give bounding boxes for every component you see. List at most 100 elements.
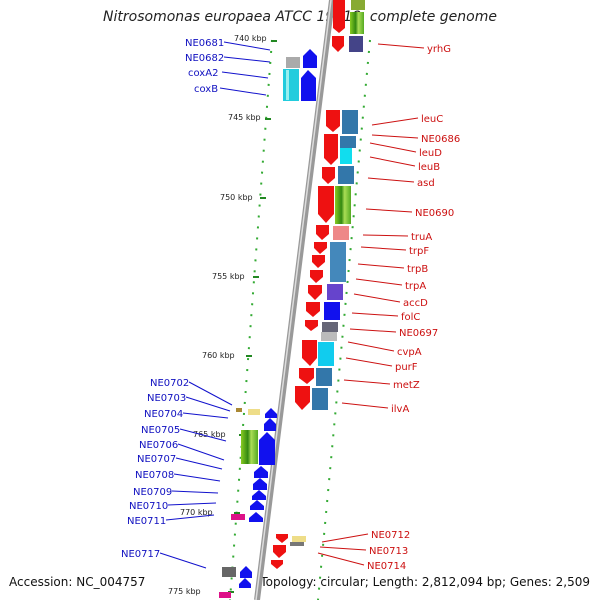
gene-label[interactable]: NE0690 xyxy=(415,208,454,219)
tick-label-755: 755 kbp xyxy=(212,272,245,281)
gene-label[interactable]: coxB xyxy=(194,84,218,95)
accession-label: Accession: NC_004757 xyxy=(9,575,146,589)
feature-box xyxy=(292,536,306,542)
feature-box xyxy=(350,12,364,34)
left-labels: NE0681 NE0682 coxA2 coxB NE0702 NE0703 N… xyxy=(121,38,224,560)
reverse-gene-arrow xyxy=(249,512,263,522)
feature-box xyxy=(241,430,258,464)
genome-backbone xyxy=(254,0,335,600)
gene-label[interactable]: trpB xyxy=(407,264,428,275)
genome-backbone-highlight xyxy=(255,0,332,600)
gene-label[interactable]: NE0705 xyxy=(141,425,180,436)
feature-box xyxy=(286,57,300,68)
forward-gene-arrow xyxy=(333,0,345,33)
forward-gene-arrow xyxy=(276,534,288,543)
right-leader-lines xyxy=(317,43,425,566)
gene-label[interactable]: NE0703 xyxy=(147,393,186,404)
feature-box xyxy=(312,388,328,410)
feature-box xyxy=(321,332,337,341)
tick-label-745: 745 kbp xyxy=(228,113,261,122)
feature-box xyxy=(330,242,346,282)
forward-gene-block xyxy=(295,110,340,410)
gene-label[interactable]: accD xyxy=(403,298,428,309)
forward-gene-arrow xyxy=(271,560,283,569)
tick-label-765: 765 kbp xyxy=(193,430,226,439)
tick-label-740: 740 kbp xyxy=(234,34,267,43)
gene-label[interactable]: NE0712 xyxy=(371,530,410,541)
reverse-gene-arrow xyxy=(239,578,251,588)
feature-box xyxy=(327,284,343,300)
feature-box xyxy=(248,409,260,415)
gene-label[interactable]: truA xyxy=(411,232,432,243)
reverse-gene-arrow xyxy=(250,500,264,510)
gene-label[interactable]: yrhG xyxy=(427,44,451,55)
reverse-gene-arrow xyxy=(254,466,268,478)
gene-label[interactable]: NE0710 xyxy=(129,501,168,512)
reverse-gene-arrow xyxy=(253,478,267,490)
forward-gene-arrow xyxy=(332,36,344,52)
gene-label[interactable]: metZ xyxy=(393,380,420,391)
gene-label[interactable]: NE0708 xyxy=(135,470,174,481)
gene-label[interactable]: trpA xyxy=(405,281,426,292)
gene-label[interactable]: NE0714 xyxy=(367,561,406,572)
feature-box xyxy=(342,110,358,134)
gene-label[interactable]: leuD xyxy=(419,148,442,159)
gene-label[interactable]: NE0707 xyxy=(137,454,176,465)
feature-box xyxy=(290,542,304,546)
topology-label: Topology: circular; Length: 2,812,094 bp… xyxy=(260,575,590,589)
gene-label[interactable]: asd xyxy=(417,178,435,189)
gene-label[interactable]: cvpA xyxy=(397,347,422,358)
gene-label[interactable]: NE0682 xyxy=(185,53,224,64)
map-title: Nitrosomonas europaea ATCC 19718, comple… xyxy=(103,9,497,25)
right-labels: yrhG leuC NE0686 leuD leuB asd NE0690 tr… xyxy=(367,44,460,572)
gene-label[interactable]: NE0709 xyxy=(133,487,172,498)
reverse-gene-arrow xyxy=(265,408,277,418)
feature-box xyxy=(324,302,340,320)
feature-box xyxy=(236,408,242,412)
gene-label[interactable]: NE0702 xyxy=(150,378,189,389)
feature-box xyxy=(322,322,338,332)
feature-box xyxy=(333,226,349,240)
tick-label-750: 750 kbp xyxy=(220,193,253,202)
feature-box xyxy=(231,514,245,520)
gene-label[interactable]: leuB xyxy=(418,162,440,173)
feature-box xyxy=(222,567,236,577)
tick-labels: 740 kbp 745 kbp 750 kbp 755 kbp 760 kbp … xyxy=(168,34,267,596)
left-leader-lines xyxy=(159,41,271,569)
gene-label[interactable]: NE0706 xyxy=(139,440,178,451)
feature-box xyxy=(283,69,299,101)
feature-box xyxy=(351,0,365,10)
gene-label[interactable]: folC xyxy=(401,312,420,323)
gene-label[interactable]: NE0704 xyxy=(144,409,183,420)
gene-label[interactable]: NE0713 xyxy=(369,546,408,557)
feature-box xyxy=(335,186,351,224)
feature-box xyxy=(219,592,231,598)
gene-label[interactable]: NE0681 xyxy=(185,38,224,49)
reverse-gene-arrow xyxy=(252,490,266,500)
reverse-gene-arrow xyxy=(301,70,316,101)
gene-label[interactable]: leuC xyxy=(421,114,443,125)
gene-label[interactable]: NE0711 xyxy=(127,516,166,527)
gene-label[interactable]: purF xyxy=(395,362,418,373)
feature-box xyxy=(340,136,356,148)
gene-label[interactable]: ilvA xyxy=(391,404,409,415)
tick-label-770: 770 kbp xyxy=(180,508,213,517)
tick-label-760: 760 kbp xyxy=(202,351,235,360)
feature-box xyxy=(316,368,332,386)
gene-label[interactable]: coxA2 xyxy=(188,68,218,79)
feature-box xyxy=(286,70,289,100)
reverse-gene-arrow xyxy=(264,418,276,431)
gene-label[interactable]: NE0686 xyxy=(421,134,460,145)
feature-box xyxy=(349,36,363,52)
tick-label-775: 775 kbp xyxy=(168,587,201,596)
gene-label[interactable]: NE0717 xyxy=(121,549,160,560)
feature-box xyxy=(338,166,354,184)
forward-gene-arrow xyxy=(273,545,286,558)
reverse-gene-arrow xyxy=(303,49,317,68)
feature-box xyxy=(318,342,334,366)
reverse-gene-arrow xyxy=(240,566,252,578)
gene-label[interactable]: trpF xyxy=(409,246,429,257)
gene-label[interactable]: NE0697 xyxy=(399,328,438,339)
feature-box xyxy=(340,148,352,164)
